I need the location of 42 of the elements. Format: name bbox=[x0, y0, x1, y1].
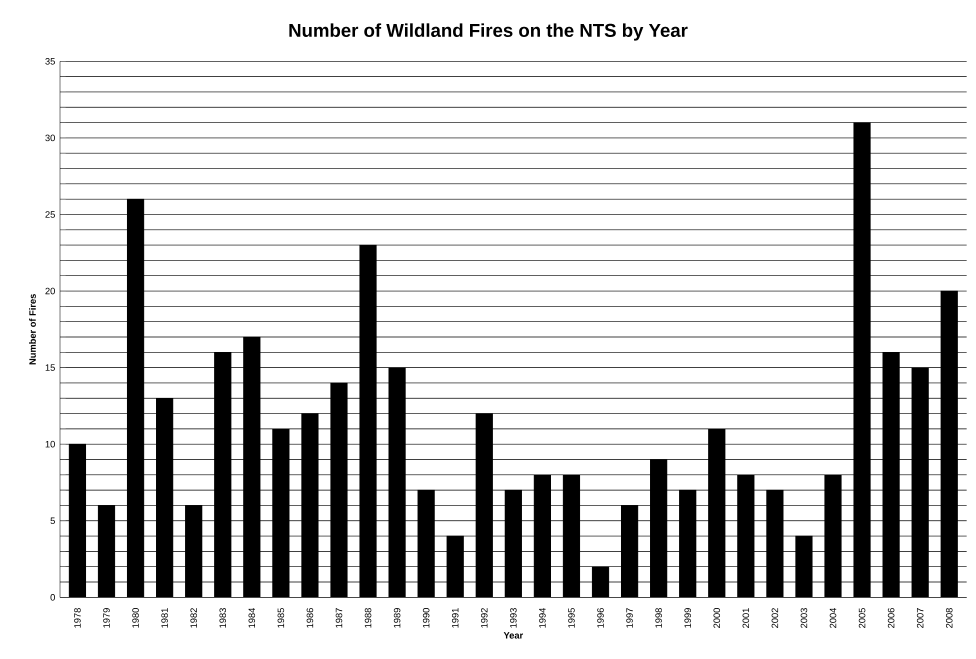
x-tick-label: 2007 bbox=[916, 608, 924, 628]
x-tick-label: 2000 bbox=[713, 608, 720, 628]
x-tick-label: 1999 bbox=[684, 608, 691, 628]
y-tick-label: 10 bbox=[46, 441, 55, 448]
x-tick-label: 2008 bbox=[946, 608, 953, 628]
x-tick-label: 1979 bbox=[103, 608, 110, 628]
y-axis-title: Number of Fires bbox=[29, 294, 36, 365]
x-tick-label: 1978 bbox=[74, 608, 81, 628]
x-tick-label: 1980 bbox=[132, 608, 139, 628]
x-tick-label: 2005 bbox=[858, 608, 866, 628]
y-tick-label: 0 bbox=[50, 594, 55, 601]
y-tick-label: 15 bbox=[46, 364, 55, 372]
y-tick-label: 30 bbox=[45, 134, 55, 142]
x-tick-label: 2001 bbox=[742, 608, 750, 628]
x-tick-label: 1996 bbox=[597, 608, 604, 628]
x-tick-label: 1981 bbox=[161, 608, 168, 628]
x-tick-label: 1990 bbox=[422, 608, 430, 628]
y-tick-label: 20 bbox=[45, 288, 55, 294]
x-tick-label: 1982 bbox=[190, 608, 197, 628]
x-axis-title: Year bbox=[504, 632, 524, 639]
y-tick-label: 5 bbox=[50, 518, 55, 524]
x-tick-label: 1994 bbox=[539, 608, 546, 628]
x-tick-label: 2003 bbox=[800, 608, 808, 628]
x-tick-label: 2006 bbox=[888, 608, 894, 628]
x-tick-label: 1983 bbox=[219, 608, 226, 628]
x-tick-label: 1997 bbox=[626, 608, 633, 628]
x-tick-label: 1986 bbox=[306, 608, 314, 628]
x-tick-label: 1993 bbox=[510, 608, 517, 628]
x-tick-label: 1987 bbox=[336, 608, 342, 628]
x-tick-label: 1984 bbox=[248, 608, 256, 628]
x-tick-label: 1988 bbox=[364, 608, 372, 628]
y-tick-label: 35 bbox=[45, 58, 55, 65]
x-tick-label: 1992 bbox=[481, 608, 488, 628]
x-tick-label: 2004 bbox=[830, 608, 836, 628]
y-tick-label: 25 bbox=[45, 211, 55, 218]
x-tick-label: 1995 bbox=[568, 608, 575, 628]
chart-title: Number of Wildland Fires on the NTS by Year bbox=[289, 23, 688, 41]
x-tick-label: 1989 bbox=[394, 608, 400, 628]
x-tick-label: 1991 bbox=[452, 608, 459, 628]
x-tick-label: 2002 bbox=[772, 608, 778, 628]
x-tick-label: 1985 bbox=[278, 608, 284, 628]
x-tick-label: 1998 bbox=[655, 608, 662, 628]
